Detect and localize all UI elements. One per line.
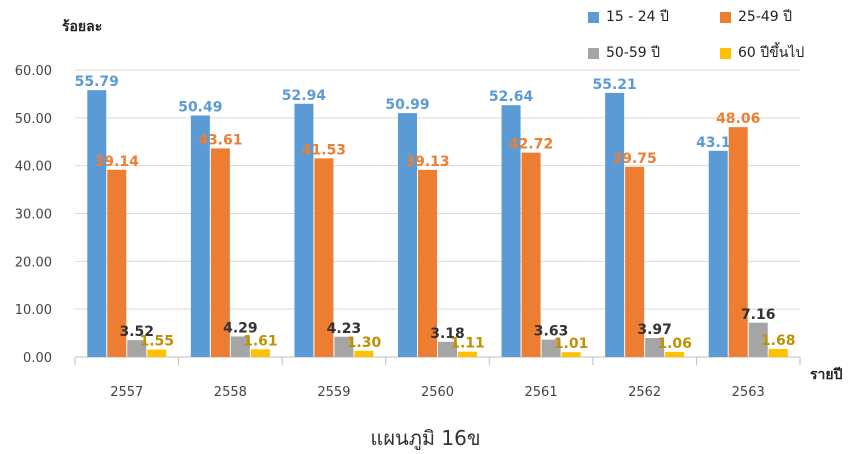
bar — [147, 349, 167, 357]
x-tick-label: 2560 — [421, 385, 454, 400]
bar — [708, 150, 728, 357]
data-label: 39.14 — [95, 154, 140, 170]
data-label: 4.23 — [327, 321, 362, 337]
legend-swatch-50-59 — [588, 47, 599, 59]
data-label: 3.18 — [430, 326, 465, 342]
data-label: 52.64 — [489, 89, 534, 105]
data-label: 42.72 — [509, 137, 553, 153]
legend-label-50-59: 50-59 ปี — [606, 45, 661, 61]
bar — [768, 348, 788, 357]
x-tick-label: 2562 — [628, 385, 661, 400]
legend-item-15-24: 15 - 24 ปี — [588, 6, 669, 28]
bar — [645, 338, 665, 357]
data-label: 3.97 — [637, 322, 672, 338]
x-tick-label: 2558 — [214, 385, 247, 400]
bar — [541, 339, 561, 357]
data-label: 39.13 — [405, 154, 449, 170]
legend-item-60-plus: 60 ปีขึ้นไป — [720, 42, 804, 64]
y-tick-label: 10.00 — [15, 303, 52, 318]
x-tick-label: 2557 — [110, 385, 143, 400]
y-tick-label: 50.00 — [15, 112, 52, 127]
data-label: 1.11 — [450, 336, 485, 352]
bar — [190, 115, 210, 357]
y-axis-label: ร้อยละ — [62, 19, 103, 35]
legend-label-60-plus: 60 ปีขึ้นไป — [738, 45, 805, 61]
bar — [87, 90, 107, 358]
legend: 15 - 24 ปี 25-49 ปี 50-59 ปี 60 ปีขึ้นไป — [588, 4, 848, 66]
data-label: 3.63 — [534, 324, 569, 340]
y-tick-label: 20.00 — [15, 255, 52, 270]
data-label: 41.53 — [302, 142, 346, 158]
bar — [418, 169, 437, 357]
y-tick-label: 30.00 — [15, 208, 52, 223]
x-tick-label: 2559 — [317, 385, 350, 400]
y-tick-label: 40.00 — [15, 160, 52, 175]
y-tick-label: 0.00 — [23, 351, 52, 366]
y-tick-label: 60.00 — [15, 64, 52, 79]
data-label: 1.30 — [347, 335, 382, 351]
x-axis-label: รายปี — [810, 367, 843, 383]
data-label: 1.68 — [761, 333, 796, 349]
data-label: 3.52 — [120, 324, 155, 340]
data-label: 52.94 — [282, 88, 327, 104]
chart-caption: แผนภูมิ 16ข — [370, 426, 481, 450]
bar — [230, 336, 250, 357]
bar — [314, 158, 334, 357]
bar — [561, 352, 581, 357]
data-label: 1.55 — [140, 334, 175, 350]
data-label: 1.06 — [657, 336, 692, 352]
data-label: 55.79 — [75, 74, 119, 90]
data-label: 50.99 — [385, 97, 429, 113]
bar — [728, 127, 748, 357]
bar — [107, 169, 127, 357]
data-label: 50.49 — [178, 99, 222, 115]
data-label: 7.16 — [741, 307, 776, 323]
legend-swatch-25-49 — [720, 11, 731, 23]
bar — [625, 166, 645, 357]
legend-item-25-49: 25-49 ปี — [720, 6, 792, 28]
bar — [398, 113, 417, 357]
data-label: 1.01 — [554, 336, 589, 352]
legend-swatch-60-plus — [720, 47, 731, 59]
bar — [458, 351, 477, 357]
bar — [210, 148, 230, 357]
legend-label-25-49: 25-49 ปี — [738, 9, 793, 25]
legend-label-15-24: 15 - 24 ปี — [606, 9, 669, 25]
bar — [438, 341, 457, 357]
x-tick-label: 2563 — [732, 385, 765, 400]
data-label: 48.06 — [716, 111, 760, 127]
data-label: 55.21 — [592, 77, 636, 93]
data-label: 39.75 — [612, 151, 656, 167]
bar — [501, 105, 521, 358]
legend-swatch-15-24 — [588, 11, 599, 23]
bar — [665, 351, 685, 357]
bar — [127, 340, 147, 357]
x-tick-label: 2561 — [525, 385, 558, 400]
data-label: 43.61 — [198, 132, 242, 148]
data-label: 1.61 — [243, 333, 278, 349]
legend-item-50-59: 50-59 ปี — [588, 42, 660, 64]
bar — [521, 152, 541, 357]
data-label: 4.29 — [223, 320, 258, 336]
bar — [748, 322, 768, 357]
bar — [294, 103, 314, 358]
bar — [354, 350, 374, 357]
bar — [605, 92, 625, 357]
bar — [334, 336, 354, 357]
bar — [250, 349, 270, 357]
